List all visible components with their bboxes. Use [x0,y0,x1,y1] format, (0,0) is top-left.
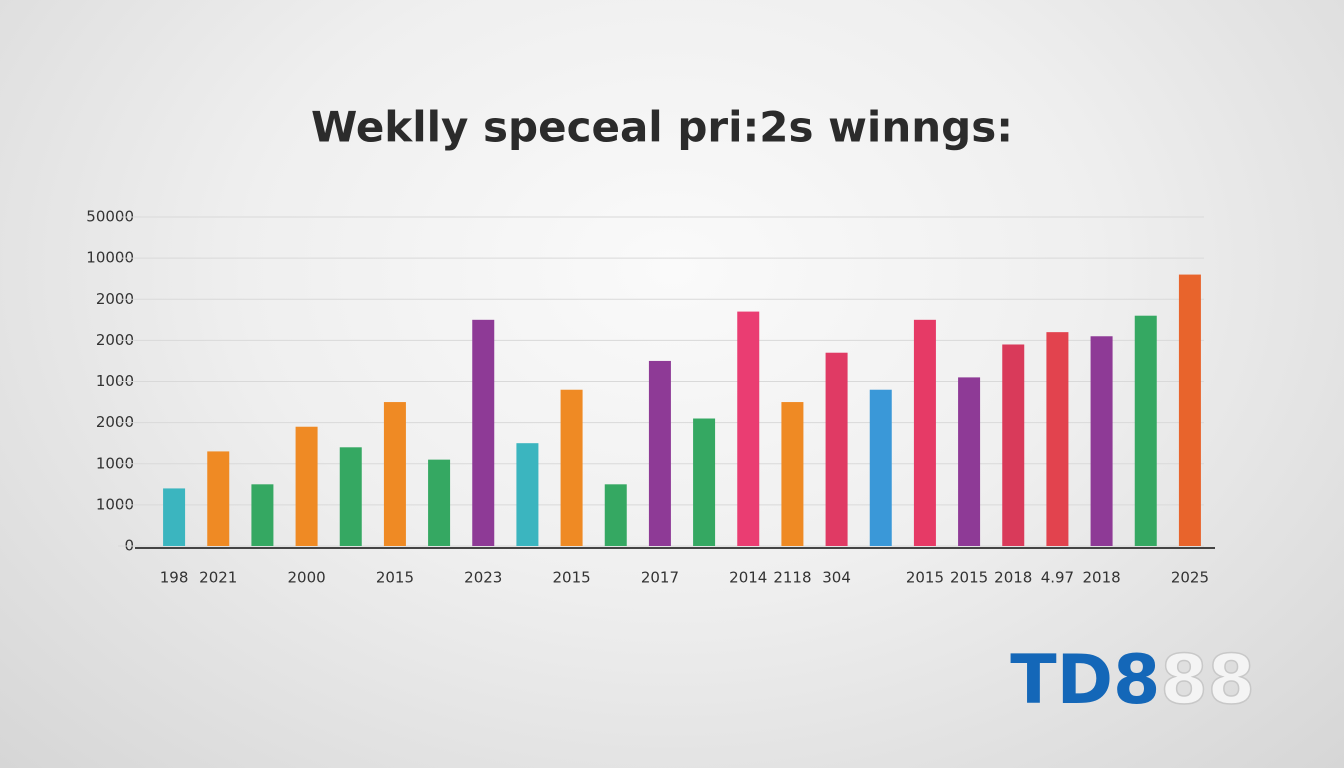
bar [825,352,848,546]
y-tick-label: 1000 [96,454,134,472]
y-tick-label: 2000 [96,413,134,431]
x-tick-label: 2023 [464,569,502,587]
bar [958,377,981,546]
bar [1134,315,1157,546]
x-tick-label: 2014 [729,569,767,587]
y-tick-label: 10000 [86,249,134,267]
x-tick-label: 2021 [199,569,237,587]
bar [207,451,230,546]
bar [163,488,186,546]
y-tick-label: 50000 [86,208,134,226]
bar [1178,274,1201,546]
x-tick-label: 4.97 [1041,569,1074,587]
x-tick-label: 2017 [641,569,679,587]
x-tick-label: 304 [822,569,851,587]
bar [472,319,495,546]
bar [1046,332,1069,546]
bar [251,484,274,546]
bar [428,459,451,546]
chart-title: Weklly speceal pri:2s winngs: [311,103,1013,152]
bar [516,443,539,546]
x-tick-label: 2015 [906,569,944,587]
y-tick-label: 2000 [96,331,134,349]
x-tick-label: 2018 [994,569,1032,587]
x-tick-label: 2118 [773,569,811,587]
x-tick-label: 2015 [376,569,414,587]
bar [339,447,362,546]
x-tick-label: 2015 [552,569,590,587]
bar [781,402,804,546]
y-tick-label: 1000 [96,495,134,513]
x-tick-label: 2015 [950,569,988,587]
bar [295,426,318,546]
bar [1090,336,1113,546]
bar [869,389,892,546]
bar [648,360,671,546]
bar [604,484,627,546]
x-tick-label: 2018 [1082,569,1120,587]
bar [383,402,406,546]
bar [913,319,936,546]
logo: TD888 [1010,641,1255,720]
logo-primary: TD8 [1010,641,1160,720]
x-tick-label: 2000 [287,569,325,587]
x-tick-label: 2025 [1171,569,1209,587]
y-tick-label: 1000 [96,372,134,390]
bar [737,311,760,546]
logo-secondary: 88 [1160,641,1255,720]
bar [693,418,716,546]
y-tick-label: 2000 [96,290,134,308]
bar [1002,344,1025,546]
bar [560,389,583,546]
x-tick-label: 198 [160,569,189,587]
